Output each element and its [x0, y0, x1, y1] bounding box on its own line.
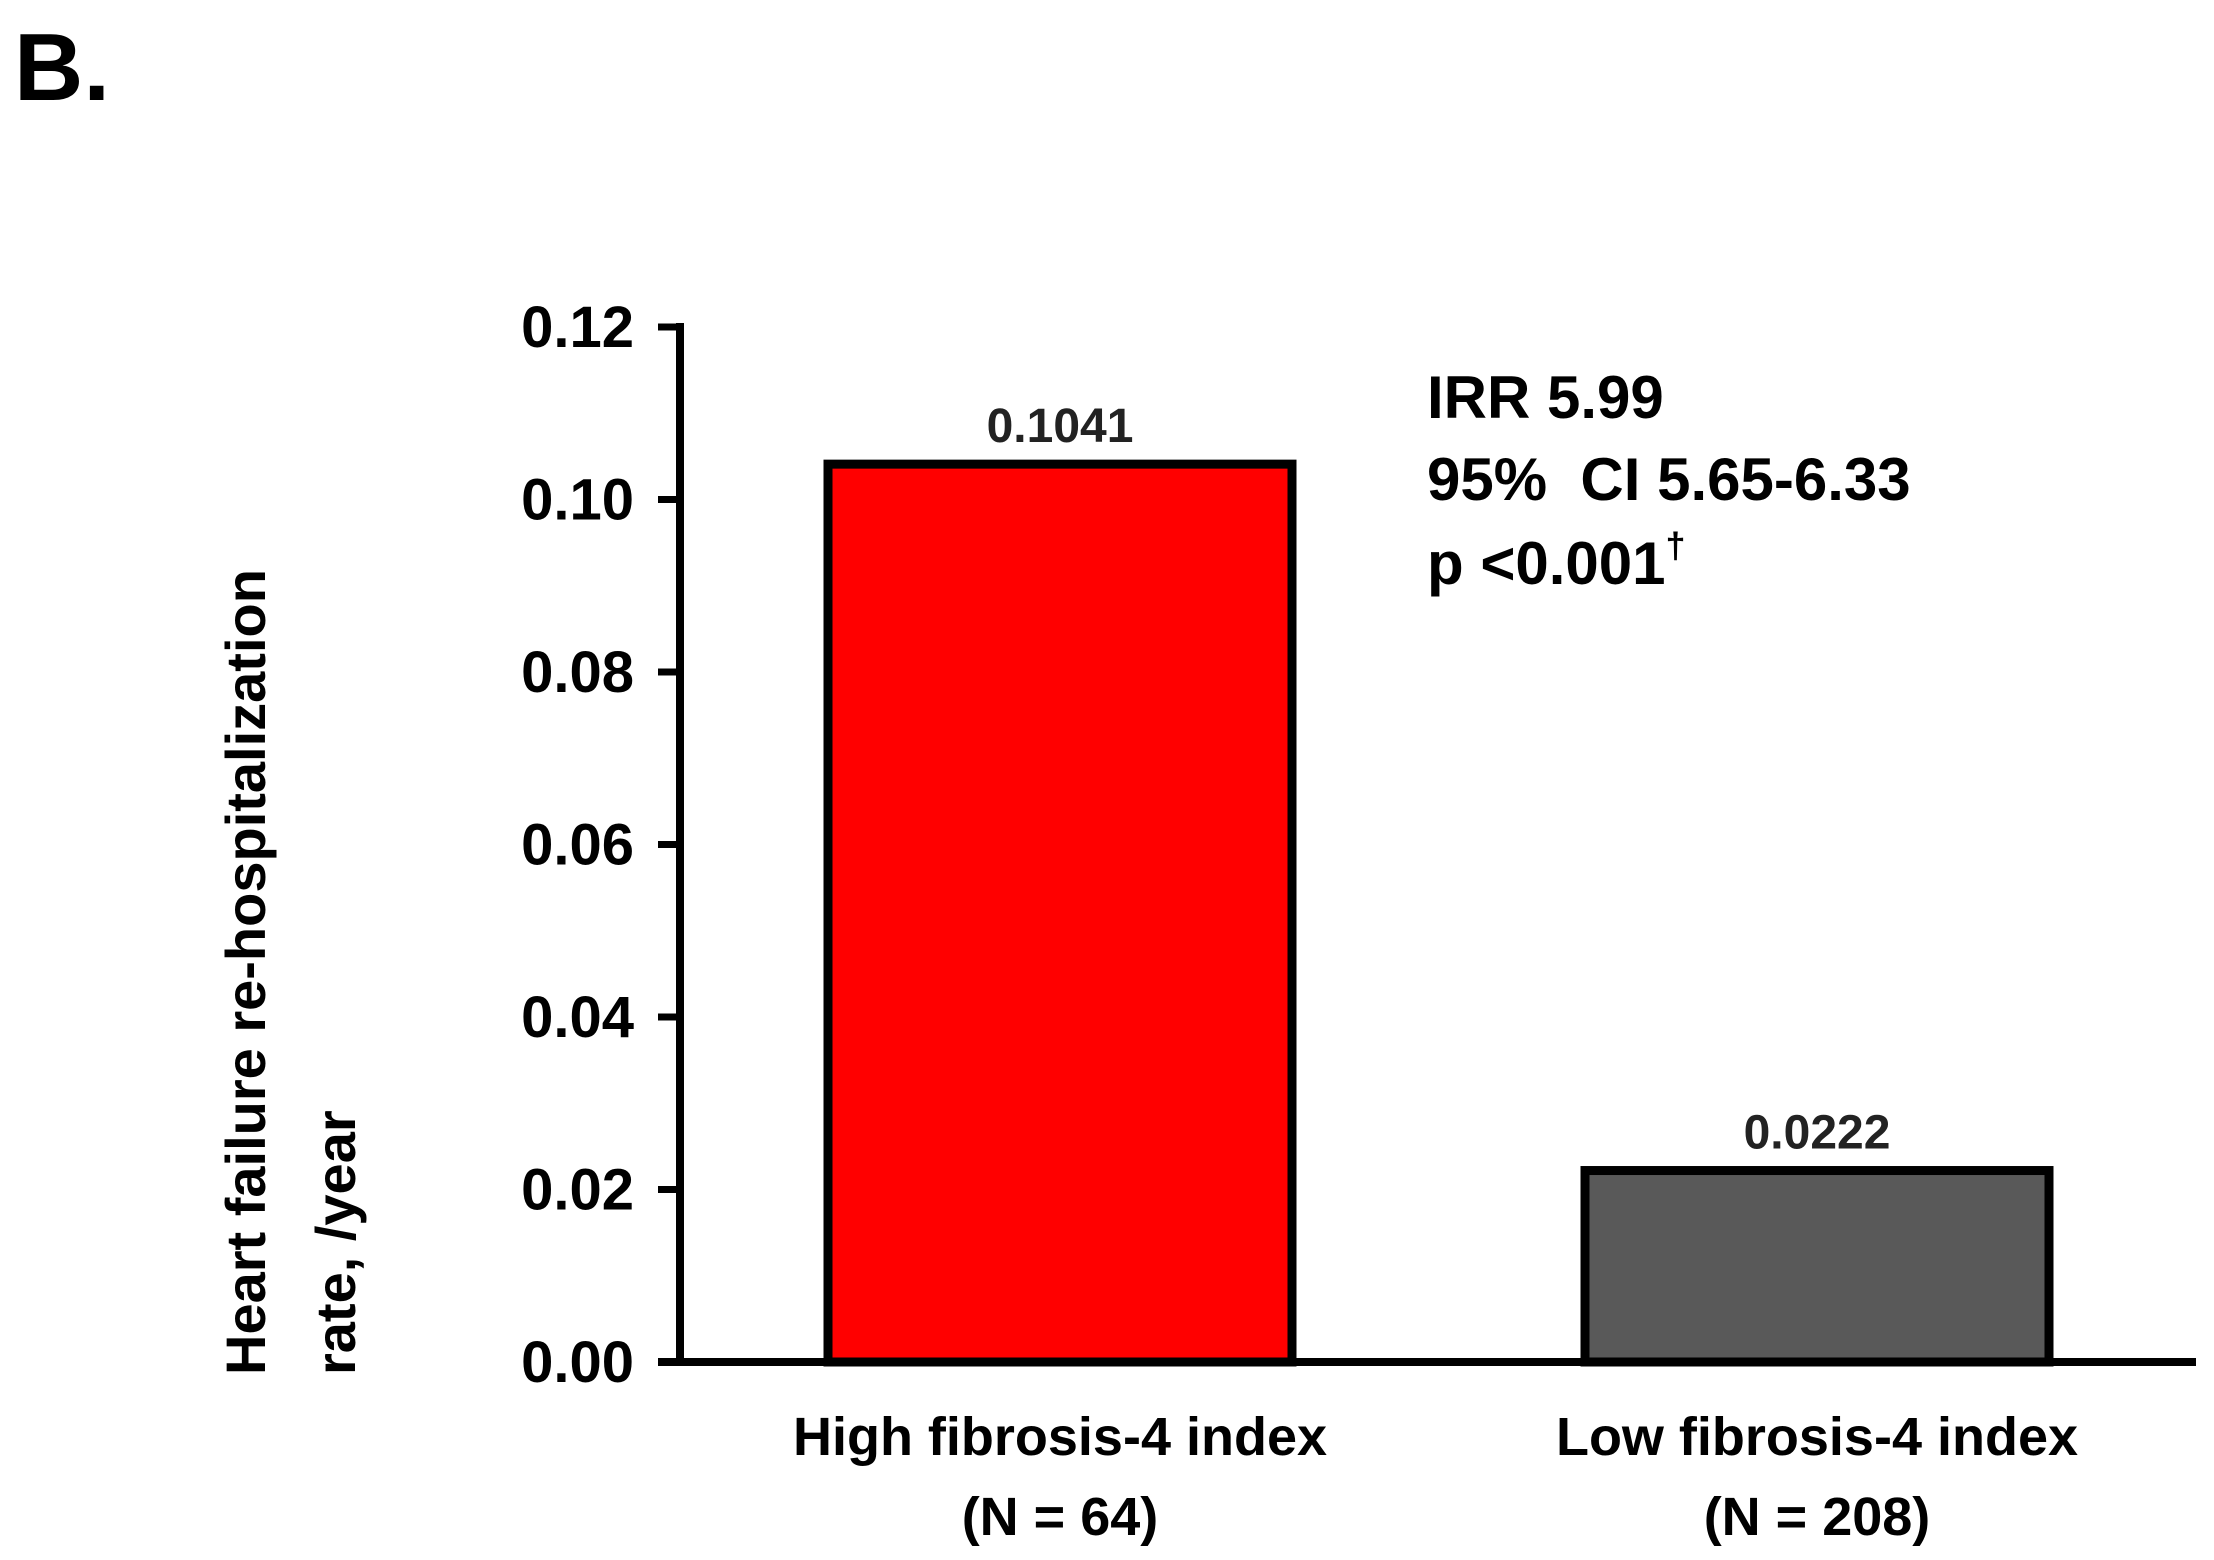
category-n-label-2: (N = 208)	[1704, 1487, 1931, 1547]
y-axis-title-line-2: rate, /year	[304, 1110, 367, 1375]
y-tick-label: 0.10	[521, 468, 634, 533]
y-tick-label: 0.02	[521, 1158, 634, 1223]
panel-label: B.	[14, 14, 110, 121]
bars-layer	[823, 459, 2054, 1367]
y-tick-label: 0.04	[521, 985, 634, 1050]
data-label-2: 0.0222	[1744, 1107, 1891, 1160]
bar-1	[823, 459, 1297, 1367]
data-label-1: 0.1041	[987, 400, 1134, 453]
y-tick-label: 0.00	[521, 1330, 634, 1395]
bar-2	[1580, 1166, 2054, 1367]
category-label-2: Low fibrosis-4 index	[1556, 1407, 2078, 1467]
y-axis-title: Heart failure re-hospitalization rate, /…	[214, 569, 367, 1375]
y-ticks-layer: 0.00 0.02 0.04 0.06 0.08 0.10 0.12	[521, 295, 680, 1395]
labels-layer: 0.1041 High fibrosis-4 index (N = 64) 0.022…	[793, 400, 2078, 1547]
category-n-label-1: (N = 64)	[962, 1487, 1159, 1547]
y-tick-label: 0.12	[521, 295, 634, 360]
annotation-dagger: †	[1666, 525, 1686, 566]
y-tick-label: 0.08	[521, 640, 634, 705]
category-label-1: High fibrosis-4 index	[793, 1407, 1327, 1467]
y-axis-title-line-1: Heart failure re-hospitalization	[214, 569, 277, 1375]
annotation-p-value-text: p <0.001	[1427, 530, 1666, 597]
annotation-p-value: p <0.001†	[1427, 525, 1686, 597]
y-tick-label: 0.06	[521, 813, 634, 878]
annotation-ci: 95% CI 5.65-6.33	[1427, 446, 1911, 513]
statistics-annotation: IRR 5.99 95% CI 5.65-6.33 p <0.001†	[1427, 364, 1911, 597]
annotation-irr: IRR 5.99	[1427, 364, 1664, 431]
